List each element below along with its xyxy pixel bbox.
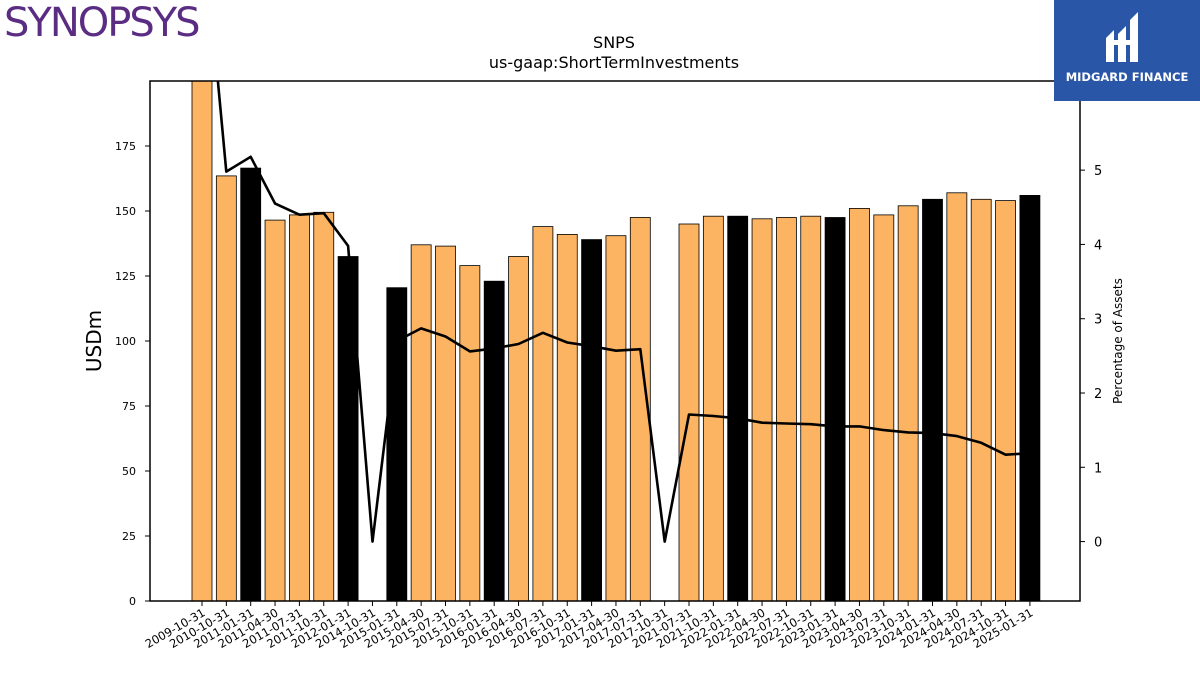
midgard-mark-icon xyxy=(1106,12,1138,62)
y-tick-label: 125 xyxy=(115,270,136,283)
bar-2023-10-31 xyxy=(897,205,919,601)
bar-2011-07-31 xyxy=(288,214,310,601)
chart-title: SNPS xyxy=(593,33,635,52)
bar-2016-10-31 xyxy=(556,233,578,601)
y-tick-label: 50 xyxy=(122,465,136,478)
percentage-line xyxy=(216,81,1030,543)
bar-2024-01-31 xyxy=(922,198,943,601)
bar-2024-04-30 xyxy=(946,192,968,601)
bar-2016-04-30 xyxy=(508,256,529,601)
bar-2025-01-31 xyxy=(1019,194,1041,601)
synopsys-logo: SYNOPSYS xyxy=(4,0,201,46)
bar-2015-10-31 xyxy=(459,265,481,601)
bars-layer xyxy=(191,81,1041,601)
bar-2024-07-31 xyxy=(970,198,992,601)
bar-2017-01-31 xyxy=(581,239,602,601)
y2-axis-label: Percentage of Assets xyxy=(1111,278,1125,404)
line-layer xyxy=(216,81,1030,543)
bar-2022-10-31 xyxy=(800,215,822,601)
y2-tick-label: 5 xyxy=(1094,164,1102,179)
bar-2021-07-31 xyxy=(678,223,700,601)
y-tick-label: 100 xyxy=(115,335,136,348)
bar-2022-07-31 xyxy=(776,217,797,601)
bar-2023-01-31 xyxy=(824,217,846,601)
bar-2009-10-31 xyxy=(191,81,213,601)
y-tick-label: 75 xyxy=(122,400,136,413)
y2-tick-label: 4 xyxy=(1094,238,1102,253)
axes-layer: 025507510012515017501234562009-10-312010… xyxy=(115,80,1102,651)
bar-2010-10-31 xyxy=(215,175,237,601)
bar-2022-04-30 xyxy=(751,218,773,601)
y-tick-label: 175 xyxy=(115,140,136,153)
bar-2021-10-31 xyxy=(702,215,724,601)
bar-2017-07-31 xyxy=(629,217,651,601)
midgard-finance-logo: MIDGARD FINANCE xyxy=(1054,0,1200,101)
bar-2011-04-30 xyxy=(264,219,286,601)
y-tick-label: 25 xyxy=(122,530,136,543)
bar-2017-04-30 xyxy=(605,235,627,601)
y2-tick-label: 1 xyxy=(1094,461,1102,476)
bar-2023-04-30 xyxy=(849,207,870,601)
bar-2023-07-31 xyxy=(873,214,895,601)
y2-tick-label: 0 xyxy=(1094,536,1102,551)
bar-2016-07-31 xyxy=(532,226,554,601)
bar-2011-01-31 xyxy=(240,167,262,601)
y-tick-label: 150 xyxy=(115,205,136,218)
y2-tick-label: 2 xyxy=(1094,387,1102,402)
y-tick-label: 0 xyxy=(129,595,136,608)
bar-2015-07-31 xyxy=(435,245,456,601)
chart-subtitle: us-gaap:ShortTermInvestments xyxy=(489,53,739,72)
bar-2011-10-31 xyxy=(313,211,335,601)
bar-2024-10-31 xyxy=(995,200,1016,601)
y-axis-label: USDm xyxy=(82,310,106,372)
bar-2015-04-30 xyxy=(410,244,432,601)
synopsys-logo-text: SYNOPSYS xyxy=(4,0,201,46)
y2-tick-label: 3 xyxy=(1094,313,1102,328)
bar-2015-01-31 xyxy=(386,287,408,601)
bar-2022-01-31 xyxy=(727,215,749,601)
bar-2016-01-31 xyxy=(483,280,505,601)
bar-2012-01-31 xyxy=(337,256,359,601)
midgard-finance-text: MIDGARD FINANCE xyxy=(1065,70,1189,84)
